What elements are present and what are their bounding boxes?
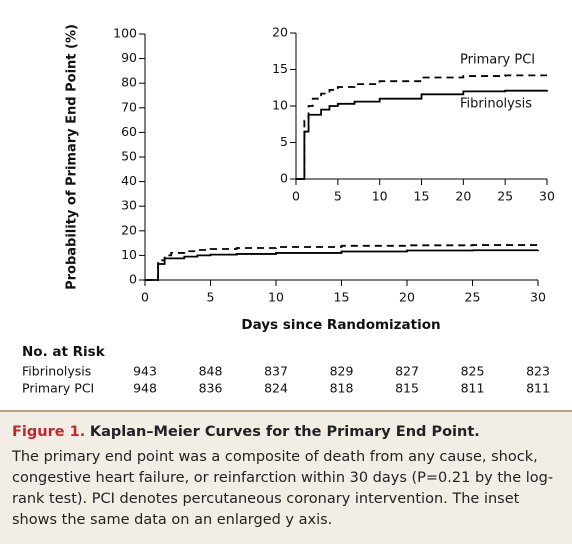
risk-value: 818 bbox=[330, 381, 354, 396]
y-tick-label: 20 bbox=[272, 25, 288, 40]
caption-text: The primary end point was a composite of… bbox=[12, 449, 554, 528]
x-tick-label: 20 bbox=[399, 290, 415, 305]
series-label: Fibrinolysis bbox=[460, 97, 532, 112]
x-tick-label: 20 bbox=[455, 189, 471, 204]
y-tick-label: 0 bbox=[129, 272, 137, 287]
y-tick-label: 60 bbox=[121, 124, 137, 139]
risk-value: 836 bbox=[199, 381, 223, 396]
risk-value: 848 bbox=[199, 364, 223, 379]
x-tick-label: 0 bbox=[292, 189, 300, 204]
risk-value: 948 bbox=[133, 381, 157, 396]
caption: Figure 1. Kaplan–Meier Curves for the Pr… bbox=[0, 410, 572, 544]
y-tick-label: 80 bbox=[121, 75, 137, 90]
x-tick-label: 15 bbox=[334, 290, 350, 305]
y-tick-label: 100 bbox=[113, 26, 137, 41]
risk-value: 837 bbox=[264, 364, 288, 379]
risk-value: 943 bbox=[133, 364, 157, 379]
x-tick-label: 10 bbox=[372, 189, 388, 204]
y-tick-label: 70 bbox=[121, 99, 137, 114]
x-tick-label: 10 bbox=[268, 290, 284, 305]
risk-value: 815 bbox=[395, 381, 419, 396]
x-tick-label: 30 bbox=[539, 189, 555, 204]
x-tick-label: 30 bbox=[530, 290, 546, 305]
x-tick-label: 0 bbox=[141, 290, 149, 305]
y-axis-label: Probability of Primary End Point (%) bbox=[65, 24, 80, 290]
series-label: Primary PCI bbox=[460, 53, 535, 68]
y-tick-label: 30 bbox=[121, 198, 137, 213]
risk-row-label: Fibrinolysis bbox=[22, 364, 91, 379]
risk-value: 829 bbox=[330, 364, 354, 379]
km-curve bbox=[145, 249, 539, 281]
chart: Probability of Primary End Point (%) Day… bbox=[22, 24, 555, 396]
y-tick-label: 90 bbox=[121, 50, 137, 65]
y-tick-label: 50 bbox=[121, 149, 137, 164]
risk-value: 811 bbox=[526, 381, 550, 396]
y-tick-label: 10 bbox=[121, 247, 137, 262]
risk-value: 823 bbox=[526, 364, 550, 379]
y-tick-label: 0 bbox=[280, 171, 288, 186]
x-tick-label: 5 bbox=[207, 290, 215, 305]
km-curve bbox=[296, 74, 547, 180]
risk-value: 827 bbox=[395, 364, 419, 379]
risk-table-title: No. at Risk bbox=[22, 344, 106, 360]
x-axis-label: Days since Randomization bbox=[241, 317, 440, 333]
risk-row-label: Primary PCI bbox=[22, 381, 94, 396]
risk-value: 825 bbox=[461, 364, 485, 379]
x-tick-label: 25 bbox=[465, 290, 481, 305]
x-tick-label: 25 bbox=[497, 189, 513, 204]
y-tick-label: 20 bbox=[121, 222, 137, 237]
x-tick-label: 5 bbox=[334, 189, 342, 204]
risk-value: 824 bbox=[264, 381, 288, 396]
y-tick-label: 15 bbox=[272, 61, 288, 76]
y-tick-label: 10 bbox=[272, 98, 288, 113]
y-tick-label: 5 bbox=[280, 134, 288, 149]
risk-value: 811 bbox=[461, 381, 485, 396]
x-tick-label: 15 bbox=[414, 189, 430, 204]
caption-label: Figure 1. bbox=[12, 424, 86, 440]
caption-title: Kaplan–Meier Curves for the Primary End … bbox=[89, 424, 480, 440]
y-tick-label: 40 bbox=[121, 173, 137, 188]
km-curve bbox=[145, 244, 538, 281]
